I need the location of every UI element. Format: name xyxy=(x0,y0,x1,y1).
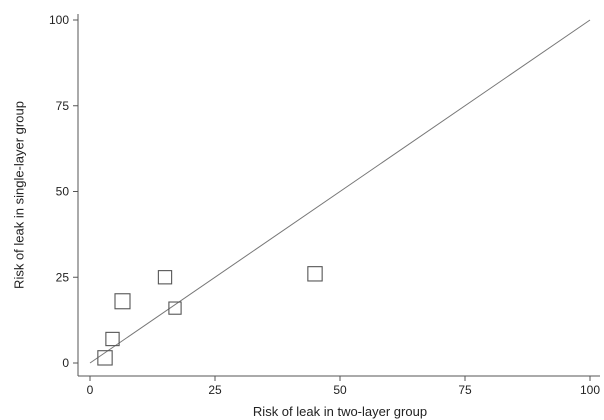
x-tick-label: 50 xyxy=(333,383,347,397)
data-point xyxy=(97,350,113,366)
x-tick-label: 0 xyxy=(87,383,94,397)
x-tick-label: 25 xyxy=(208,383,222,397)
data-point xyxy=(105,331,120,347)
data-point xyxy=(307,266,323,282)
data-point xyxy=(168,301,182,315)
y-tick-label: 50 xyxy=(56,185,70,199)
y-tick-label: 25 xyxy=(56,270,70,284)
x-tick-label: 100 xyxy=(580,383,600,397)
reference-line-group xyxy=(89,19,591,364)
data-point xyxy=(114,293,131,310)
x-tick-label: 75 xyxy=(458,383,472,397)
y-tick-label: 0 xyxy=(62,356,69,370)
points-group xyxy=(97,266,323,366)
y-tick-label: 75 xyxy=(56,99,70,113)
axes: 0 25 50 75 100 0 25 50 75 100 xyxy=(49,13,600,397)
reference-line xyxy=(89,19,591,364)
x-axis-title: Risk of leak in two-layer group xyxy=(253,404,427,419)
y-axis-title: Risk of leak in single-layer group xyxy=(11,101,26,289)
data-point xyxy=(157,270,173,285)
y-tick-label: 100 xyxy=(49,13,69,27)
